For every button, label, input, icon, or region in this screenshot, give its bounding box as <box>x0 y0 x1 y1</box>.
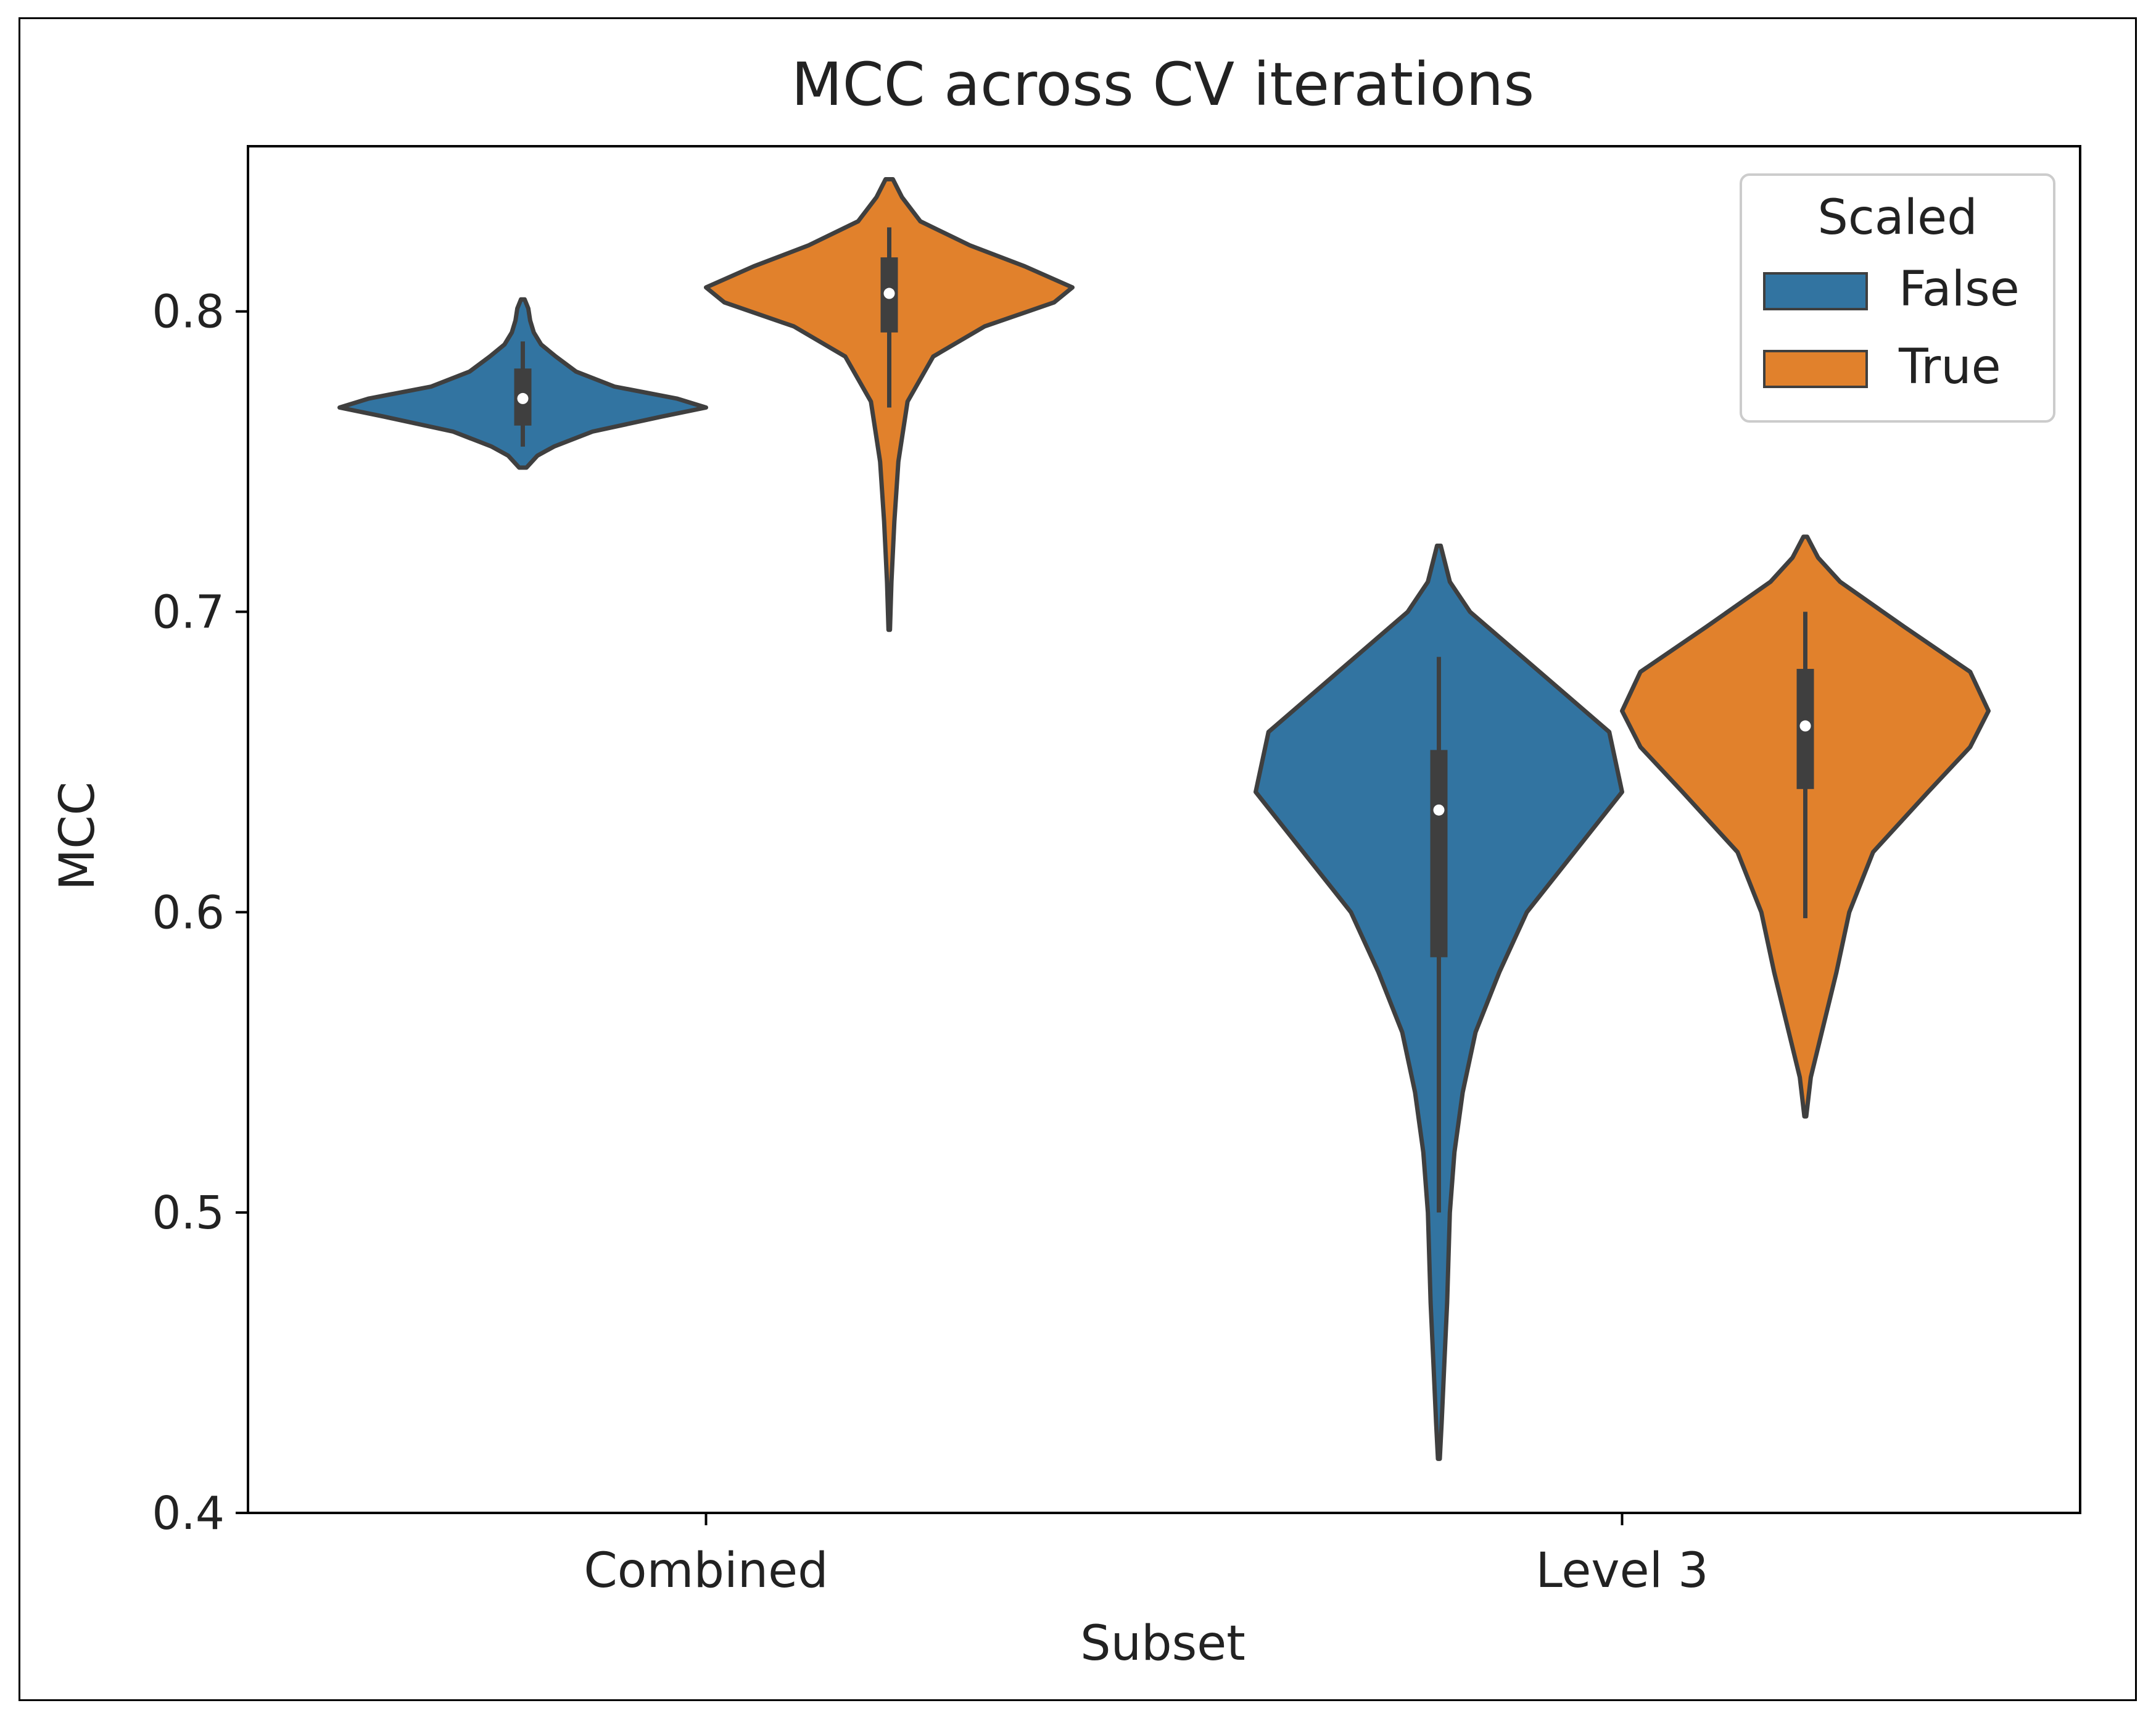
axes-layer: 0.4 0.5 0.6 0.7 0.8 Combined Level 3 <box>152 145 2081 1599</box>
chart-title: MCC across CV iterations <box>791 50 1534 119</box>
median-dot-false-combined <box>517 392 529 404</box>
legend-label-false: False <box>1899 262 2020 317</box>
median-dot-true-combined <box>883 288 895 299</box>
legend-title: Scaled <box>1817 190 1977 246</box>
legend-label-true: True <box>1898 339 2001 395</box>
median-dot-false-level-3 <box>1433 804 1445 816</box>
y-tick-label: 0.8 <box>152 286 225 339</box>
y-tick-label: 0.5 <box>152 1187 225 1240</box>
y-tick-label: 0.4 <box>152 1487 225 1540</box>
legend-swatch-true <box>1763 350 1868 388</box>
x-tick-label: Level 3 <box>1535 1543 1708 1599</box>
y-axis-label: MCC <box>50 782 105 890</box>
x-tick-label: Combined <box>584 1543 828 1599</box>
legend-swatch-false <box>1763 272 1868 310</box>
violins-layer <box>337 177 1991 1461</box>
plot-area-border <box>247 145 2081 1514</box>
y-tick-label: 0.7 <box>152 586 225 639</box>
legend: Scaled False True <box>1740 173 2055 423</box>
x-axis-label: Subset <box>1080 1616 1245 1671</box>
median-dot-true-level-3 <box>1799 720 1811 732</box>
iqr-box-false-level-3 <box>1430 750 1448 958</box>
y-tick-label: 0.6 <box>152 886 225 939</box>
